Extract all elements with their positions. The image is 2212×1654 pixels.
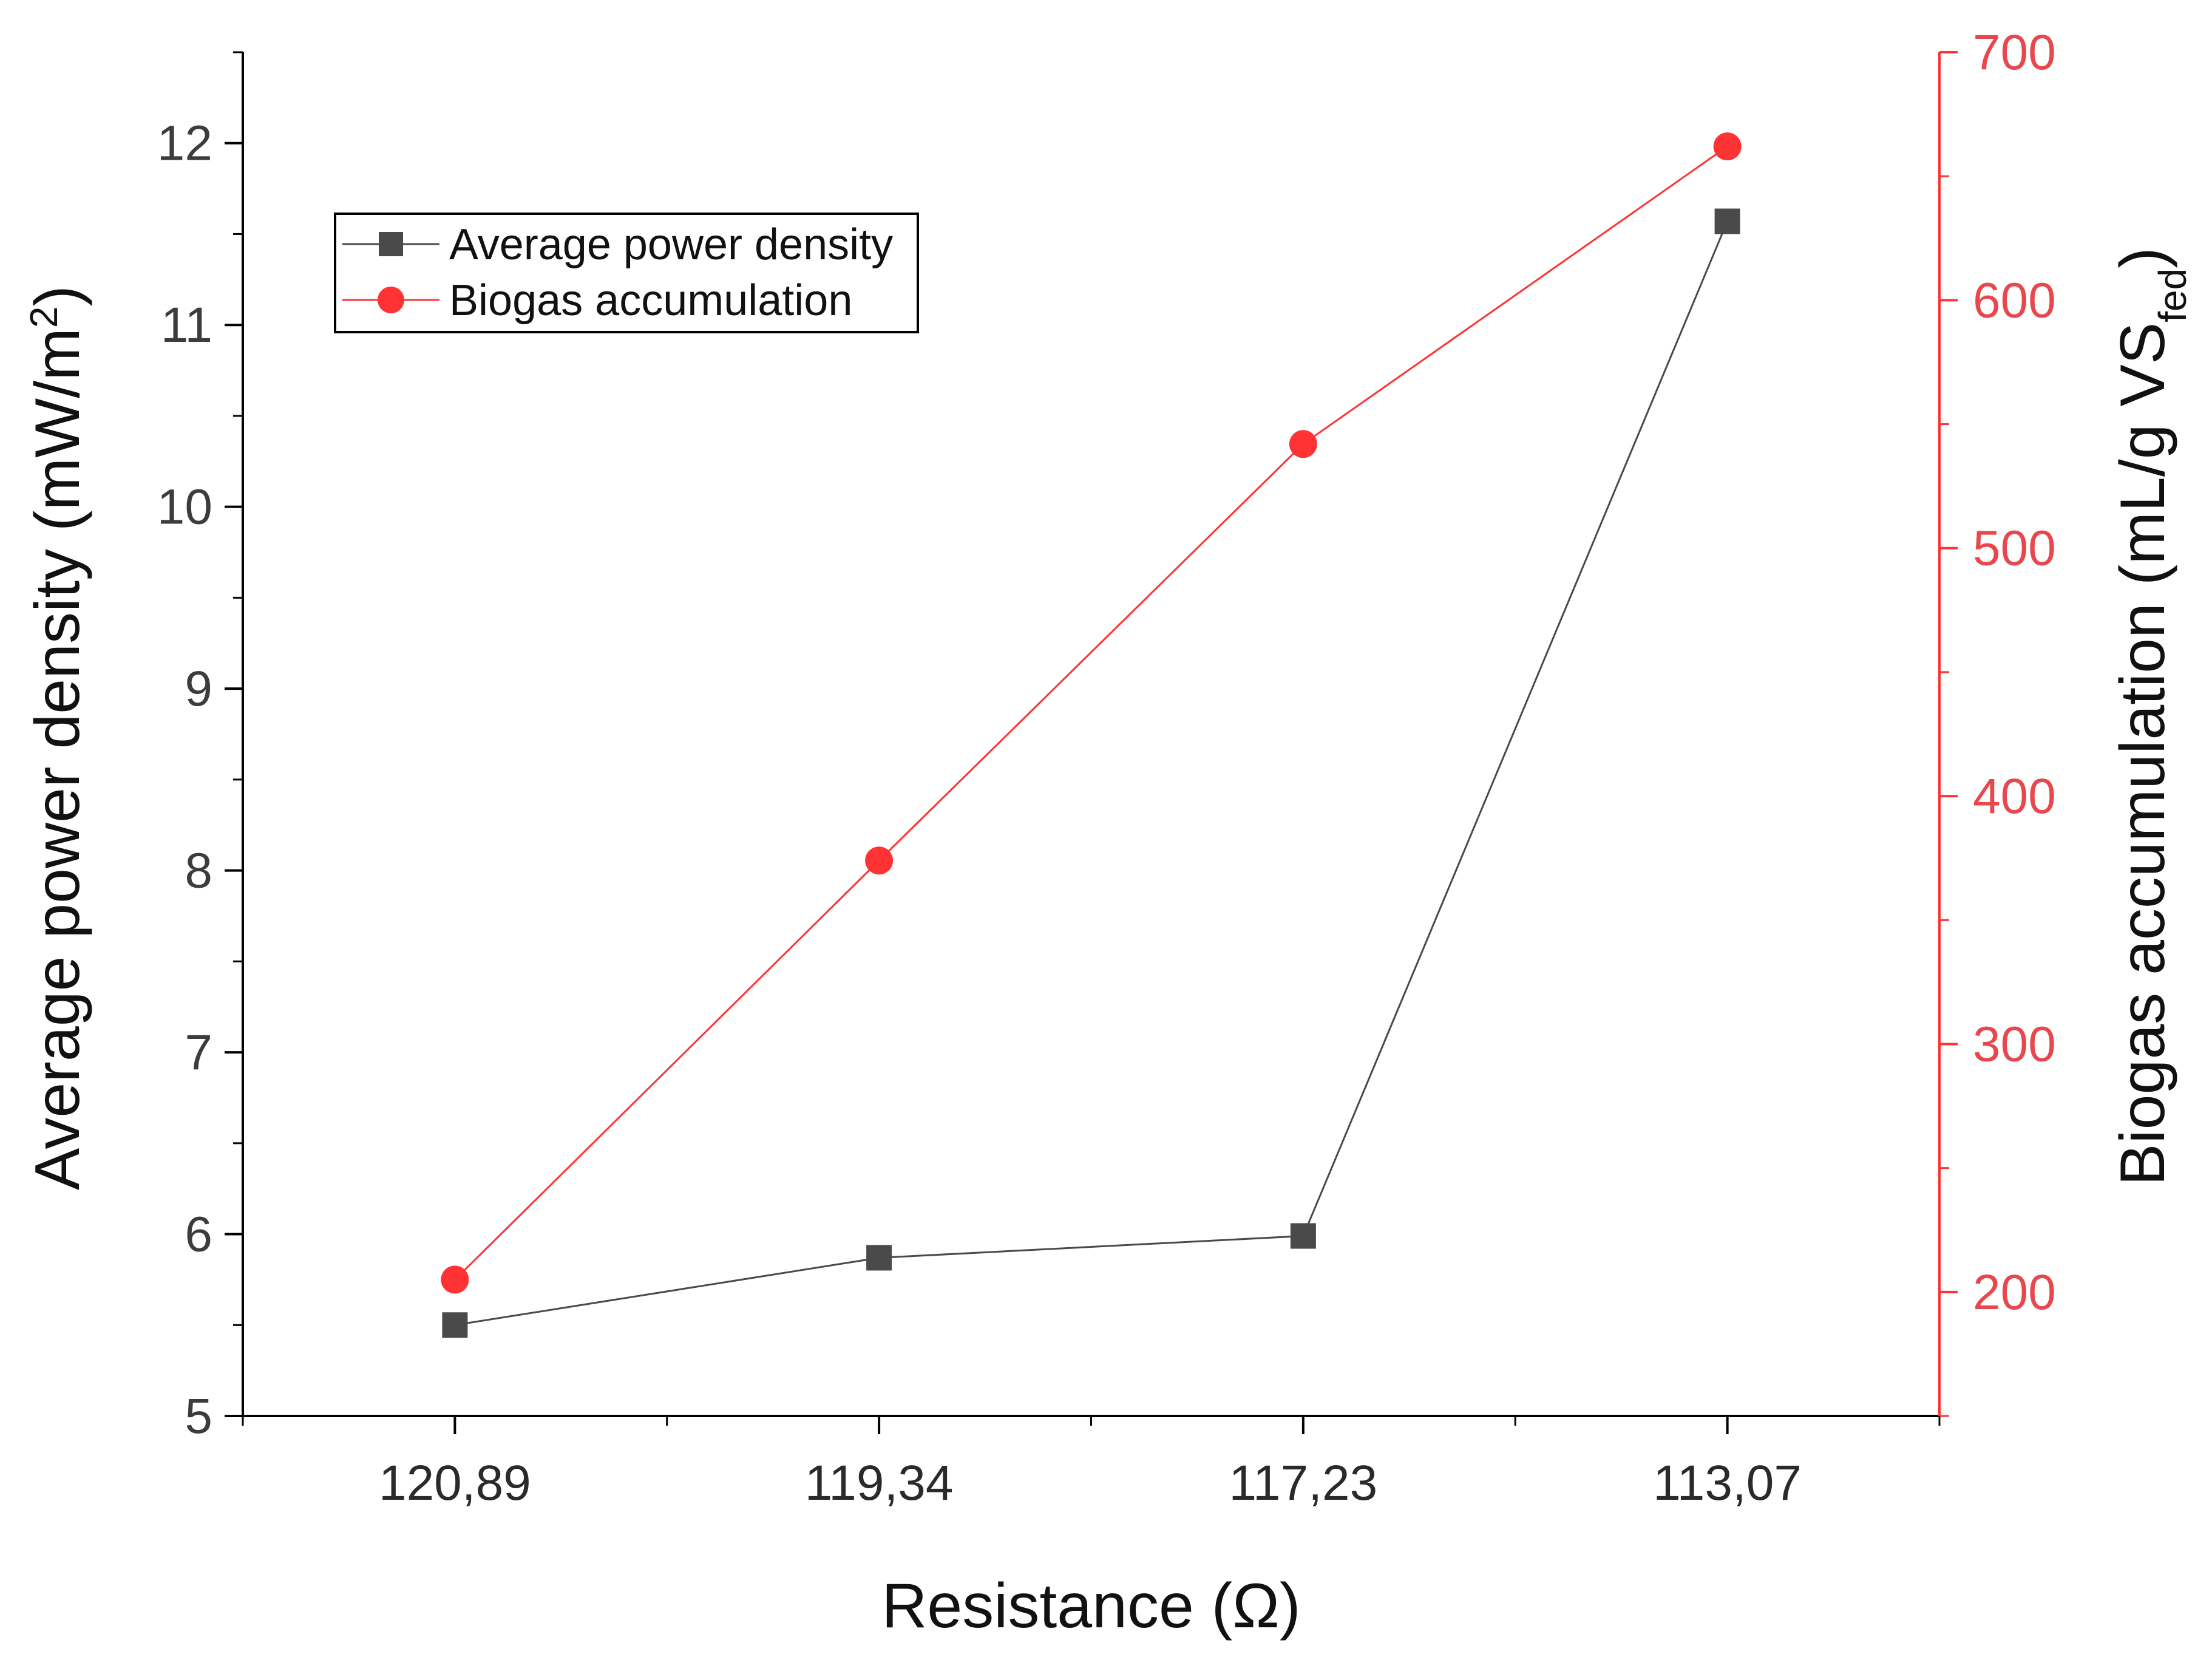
left-axis-title: Average power density (mW/m2) [22, 285, 93, 1190]
data-point-square [1290, 1223, 1316, 1249]
data-point-square [1714, 208, 1740, 234]
left-tick-label: 8 [185, 843, 212, 899]
right-axis-title: Biogas accumulation (mL/g VSfed) [2108, 247, 2194, 1186]
right-tick-label: 500 [1973, 521, 2056, 576]
series-average-power-density [442, 208, 1740, 1338]
left-tick-label: 7 [185, 1025, 212, 1080]
right-tick-label: 400 [1973, 769, 2056, 824]
series-biogas-accumulation [441, 132, 1742, 1294]
data-point-square [866, 1245, 892, 1271]
legend-marker-circle [378, 287, 404, 313]
series-line-average-power-density [455, 220, 1729, 1326]
legend-label-average-power-density: Average power density [449, 220, 893, 269]
left-tick-label: 12 [157, 116, 212, 171]
left-tick-label: 10 [157, 480, 212, 535]
left-axis-title-close: ) [22, 285, 93, 307]
data-point-circle [441, 1265, 469, 1294]
series-line-biogas-accumulation [454, 145, 1728, 1281]
data-point-circle [1713, 132, 1742, 161]
right-axis-title-close: ) [2108, 247, 2178, 268]
right-tick-label: 600 [1973, 273, 2056, 328]
left-tick-label: 9 [185, 661, 212, 716]
right-tick-label: 700 [1973, 25, 2056, 80]
data-point-square [442, 1312, 468, 1338]
x-tick-label: 119,34 [805, 1455, 954, 1511]
left-axis-title-main: Average power density (mW/m [22, 328, 93, 1190]
right-tick-label: 200 [1973, 1265, 2056, 1320]
x-tick-label: 117,23 [1229, 1455, 1378, 1511]
x-tick-label: 120,89 [379, 1455, 531, 1511]
chart-axes: 5 6 7 8 9 10 11 12 200 300 400 500 600 700 120,89 119,3… [157, 25, 2056, 1511]
legend-box [334, 213, 919, 333]
legend-label-biogas-accumulation: Biogas accumulation [449, 276, 852, 325]
right-axis-title-main: Biogas accumulation (mL/g VS [2108, 322, 2178, 1186]
left-tick-label: 11 [161, 298, 212, 353]
x-axis-title: Resistance (Ω) [881, 1571, 1300, 1641]
right-tick-label: 300 [1973, 1016, 2056, 1072]
x-tick-label: 113,07 [1653, 1455, 1802, 1511]
left-tick-label: 5 [185, 1389, 212, 1444]
data-point-circle [1289, 430, 1317, 458]
left-tick-label: 6 [185, 1207, 212, 1262]
legend-marker-square [379, 232, 403, 256]
chart-legend: Average power density Biogas accumulation [334, 213, 919, 333]
right-axis-title-subscript: fed [2151, 268, 2194, 322]
data-point-circle [865, 846, 894, 875]
left-axis-title-superscript: 2 [22, 307, 66, 328]
axis-titles: Resistance (Ω) Average power density (mW/… [22, 247, 2194, 1641]
chart-series-layer [441, 132, 1742, 1338]
